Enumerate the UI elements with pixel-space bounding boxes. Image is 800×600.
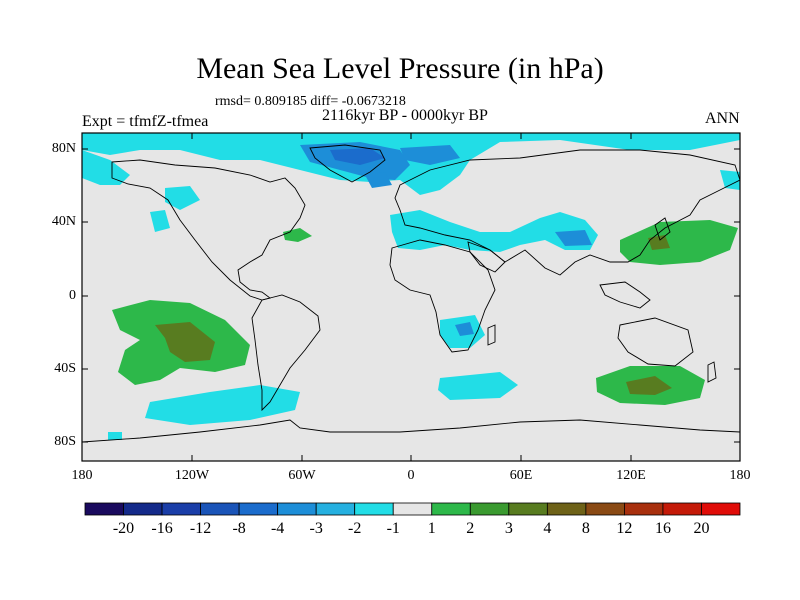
- colorbar-swatch: [315, 502, 356, 516]
- season-label: ANN: [705, 110, 740, 127]
- colorbar-swatch: [161, 502, 201, 516]
- new-zealand-coast: [707, 361, 717, 383]
- colorbar-tick-label: -20: [112, 520, 135, 537]
- south-indian-positive-core: [626, 376, 672, 395]
- lon-tick-label: 60E: [509, 468, 533, 483]
- colorbar-swatch: [662, 502, 702, 516]
- greenland-coast: [309, 144, 386, 183]
- lat-tick-label: 80S: [54, 434, 76, 449]
- colorbar-swatch: [392, 502, 433, 516]
- period-label: 2116kyr BP - 0000kyr BP: [322, 107, 488, 124]
- colorbar-swatch: [277, 502, 317, 516]
- coastlines: [81, 144, 741, 443]
- antarctic-negative: [108, 432, 122, 440]
- madagascar-coast: [487, 324, 496, 346]
- colorbar-tick-label: -4: [270, 520, 285, 537]
- south-america-coast: [251, 294, 321, 412]
- arctic-negative-left: [82, 150, 130, 185]
- colorbar: [84, 502, 741, 516]
- colorbar-swatch: [123, 502, 163, 516]
- lon-tick-label: 60W: [288, 468, 316, 483]
- colorbar-swatch: [624, 502, 664, 516]
- eurasia-coast: [394, 149, 741, 276]
- colorbar-swatch: [585, 502, 625, 516]
- colorbar-swatch: [701, 502, 741, 516]
- lat-tick-label: 40S: [54, 361, 76, 376]
- north-america-coast: [111, 159, 306, 301]
- south-pacific-negative: [145, 385, 300, 425]
- experiment-label: Expt = tfmfZ-tfmea: [82, 113, 209, 130]
- africa-coast: [389, 239, 496, 353]
- tibet-negative: [555, 230, 592, 246]
- north-atlantic-negative: [365, 172, 392, 188]
- colorbar-swatch: [508, 502, 548, 516]
- anomaly-contours: [82, 133, 740, 440]
- colorbar-swatch: [238, 502, 279, 516]
- lon-tick-label: 180: [729, 468, 751, 483]
- australia-coast: [617, 317, 694, 367]
- north-pacific-positive-core: [648, 235, 670, 250]
- japan-coast: [654, 217, 671, 241]
- north-pacific-negative: [165, 186, 200, 210]
- lat-tick-label: 0: [69, 288, 76, 303]
- colorbar-tick-label: 20: [693, 520, 710, 537]
- stats-label: rmsd= 0.809185 diff= -0.0673218: [215, 94, 406, 109]
- arctic-negative-region: [82, 133, 740, 195]
- colorbar-tick-label: 8: [581, 520, 590, 537]
- lat-tick-label: 40N: [51, 214, 76, 229]
- lon-tick-label: 180: [71, 468, 93, 483]
- colorbar-tick-label: -1: [386, 520, 400, 537]
- east-pacific-negative: [150, 210, 170, 232]
- colorbar-tick-label: 12: [616, 520, 633, 537]
- colorbar-swatch: [431, 502, 471, 516]
- colorbar-tick-label: -3: [309, 520, 323, 537]
- colorbar-swatch: [469, 502, 510, 516]
- barents-negative: [400, 145, 460, 165]
- lon-tick-label: 0: [407, 468, 415, 483]
- colorbar-tick-label: 4: [543, 520, 552, 537]
- colorbar-tick-label: 1: [427, 520, 436, 537]
- colorbar-tick-label: -2: [348, 520, 362, 537]
- north-pacific-positive: [620, 220, 738, 265]
- colorbar-swatch: [354, 502, 394, 516]
- colorbar-tick-label: 16: [654, 520, 671, 537]
- lat-tick-label: 80N: [51, 141, 76, 156]
- colorbar-tick-label: -8: [232, 520, 246, 537]
- colorbar-tick-label: -12: [189, 520, 212, 537]
- south-africa-negative-core: [455, 322, 474, 336]
- colorbar-tick-label: -16: [151, 520, 173, 537]
- southeast-asia-islands: [599, 281, 651, 309]
- lon-tick-label: 120W: [174, 468, 210, 483]
- colorbar-tick-label: 3: [504, 520, 513, 537]
- eurasia-negative-band: [390, 210, 598, 252]
- colorbar-tick-label: 2: [466, 520, 475, 537]
- colorbar-swatch: [84, 502, 124, 516]
- colorbar-swatch: [200, 502, 240, 516]
- arctic-negative-right: [720, 170, 740, 190]
- south-atlantic-negative: [438, 372, 518, 400]
- axis-ticks: [82, 133, 740, 461]
- map-title: Mean Sea Level Pressure (in hPa): [196, 52, 604, 85]
- south-pacific-positive-core: [155, 322, 215, 362]
- antarctica-coast: [81, 419, 741, 443]
- greenland-negative-inner: [330, 148, 385, 165]
- arabia-coast: [467, 241, 506, 273]
- lon-tick-label: 120E: [616, 468, 646, 483]
- colorbar-swatch: [546, 502, 587, 516]
